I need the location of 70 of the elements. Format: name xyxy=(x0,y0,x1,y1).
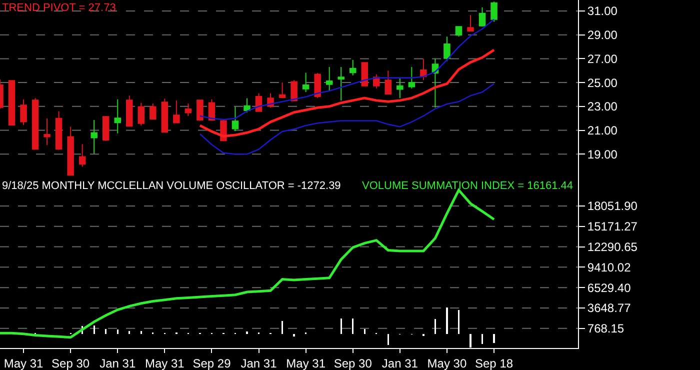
series-label: VOLUME SUMMATION INDEX = 16161.44 xyxy=(362,180,574,192)
line-series xyxy=(198,48,496,138)
candlestick xyxy=(314,72,321,99)
candlestick xyxy=(467,14,474,32)
x-tick-label: Sep 18 xyxy=(474,356,514,370)
candlestick xyxy=(90,120,98,154)
line-series xyxy=(199,18,495,120)
candlestick xyxy=(102,115,110,142)
candlestick xyxy=(490,1,498,22)
candlestick xyxy=(384,70,392,95)
candlestick xyxy=(278,82,286,99)
candlestick xyxy=(138,102,145,126)
x-tick-label: May 31 xyxy=(4,356,44,370)
candlestick xyxy=(444,36,450,62)
candlestick xyxy=(20,98,27,126)
candlestick xyxy=(361,62,368,87)
candlestick xyxy=(55,110,62,150)
y-tick-label: 25.00 xyxy=(587,76,618,90)
candlestick xyxy=(478,6,486,27)
candlestick xyxy=(184,102,192,116)
candlestick xyxy=(408,66,416,90)
y-tick-label: 6529.40 xyxy=(587,280,632,295)
x-tick-label: Sep 30 xyxy=(52,356,90,370)
candlestick xyxy=(349,59,356,76)
x-tick-label: Jan 31 xyxy=(100,356,136,370)
y-tick-label: 19.00 xyxy=(587,147,618,162)
y-tick-label: 9410.02 xyxy=(587,260,632,274)
candlestick xyxy=(396,78,404,99)
candlestick xyxy=(326,66,333,92)
line-series xyxy=(0,188,496,339)
y-tick-label: 768.15 xyxy=(587,322,624,336)
candlestick xyxy=(173,100,180,124)
y-tick-label: 27.00 xyxy=(587,52,618,66)
candlestick xyxy=(196,99,204,122)
candlestick xyxy=(290,80,298,102)
candlestick xyxy=(244,98,250,113)
x-tick-label: Sep 30 xyxy=(334,356,372,370)
candlestick xyxy=(44,118,50,146)
y-tick-label: 23.00 xyxy=(587,100,618,114)
text: 9/18/25 MONTHLY MCCLELLAN VOLUME OSCILLATOR = -1272.39 xyxy=(2,180,341,192)
candlestick xyxy=(161,98,168,133)
x-tick-label: Jan 31 xyxy=(382,356,418,370)
x-tick-label: Sep 29 xyxy=(192,356,232,370)
x-tick-label: Jan 31 xyxy=(240,356,278,370)
candlestick xyxy=(150,102,156,120)
candlestick xyxy=(8,80,16,126)
y-tick-label: 31.00 xyxy=(587,4,618,18)
candlestick xyxy=(232,106,239,132)
candlestick xyxy=(420,58,427,81)
candlestick xyxy=(302,72,310,93)
candlestick xyxy=(32,98,39,150)
candlestick xyxy=(78,144,86,168)
y-tick-label: 15171.27 xyxy=(587,220,638,234)
candlestick xyxy=(114,98,121,134)
y-tick-label: 3648.77 xyxy=(587,301,632,316)
candlestick xyxy=(67,126,74,176)
candlestick xyxy=(432,58,439,108)
x-tick-label: May 31 xyxy=(286,356,326,370)
x-tick-label: May 30 xyxy=(427,356,467,370)
y-tick-label: 21.00 xyxy=(587,123,618,138)
candlestick xyxy=(338,66,344,101)
y-tick-label: 29.00 xyxy=(587,28,618,42)
y-tick-label: 12290.65 xyxy=(587,240,638,254)
y-tick-label: 18051.90 xyxy=(587,199,638,214)
line-series xyxy=(199,83,495,155)
candlestick xyxy=(208,98,216,122)
text: TREND PIVOT = 27.73 xyxy=(2,2,116,14)
candlestick xyxy=(126,95,133,128)
x-tick-label: May 31 xyxy=(144,356,185,370)
candlestick xyxy=(455,26,462,38)
